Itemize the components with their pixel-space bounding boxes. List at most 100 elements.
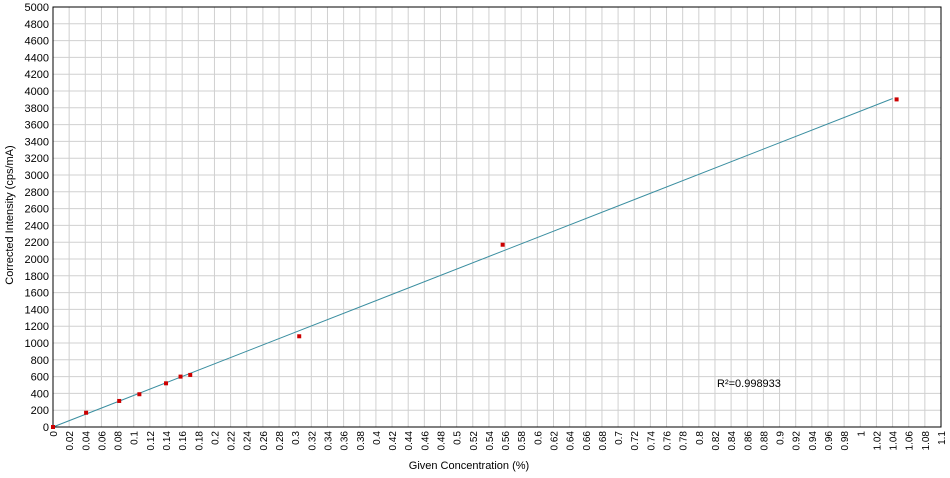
trendline bbox=[52, 98, 893, 428]
x-axis-label: Given Concentration (%) bbox=[409, 460, 529, 472]
y-tick-label: 2000 bbox=[25, 254, 49, 266]
x-tick-label: 0.64 bbox=[566, 431, 577, 451]
y-tick-label: 800 bbox=[31, 355, 49, 367]
x-tick-label: 1.04 bbox=[889, 431, 900, 451]
data-point bbox=[297, 334, 302, 339]
x-tick-label: 0.98 bbox=[840, 431, 851, 451]
x-tick-label: 0.84 bbox=[727, 431, 738, 451]
x-tick-label: 0.4 bbox=[372, 431, 383, 445]
x-tick-label: 1.1 bbox=[937, 431, 948, 445]
x-tick-label: 0.62 bbox=[550, 431, 561, 451]
y-axis-label: Corrected Intensity (cps/mA) bbox=[4, 145, 16, 284]
y-tick-label: 3000 bbox=[25, 170, 49, 182]
x-tick-label: 0.34 bbox=[323, 431, 334, 451]
x-tick-label: 0.46 bbox=[420, 431, 431, 451]
x-tick-label: 0.3 bbox=[291, 431, 302, 445]
x-tick-label: 0.52 bbox=[469, 431, 480, 451]
y-tick-label: 4200 bbox=[25, 69, 49, 81]
x-tick-label: 0.44 bbox=[404, 431, 415, 451]
gridlines bbox=[52, 6, 942, 428]
x-tick-label: 0.92 bbox=[792, 431, 803, 451]
x-tick-label: 0.24 bbox=[243, 431, 254, 451]
x-tick-label: 0.76 bbox=[663, 431, 674, 451]
x-tick-label: 0.06 bbox=[97, 431, 108, 451]
data-point bbox=[51, 425, 55, 429]
x-tick-label: 0.32 bbox=[307, 431, 318, 451]
data-point bbox=[500, 242, 505, 247]
x-tick-label: 0.2 bbox=[210, 431, 221, 445]
x-tick-label: 0.08 bbox=[114, 431, 125, 451]
x-tick-label: 0.28 bbox=[275, 431, 286, 451]
x-tick-label: 0.16 bbox=[178, 431, 189, 451]
y-tick-label: 0 bbox=[43, 422, 49, 434]
x-tick-label: 0.82 bbox=[711, 431, 722, 451]
x-tick-label: 0.56 bbox=[501, 431, 512, 451]
y-tick-label: 1600 bbox=[25, 288, 49, 300]
y-tick-label: 3200 bbox=[25, 153, 49, 165]
y-tick-label: 3800 bbox=[25, 103, 49, 115]
y-tick-label: 4000 bbox=[25, 86, 49, 98]
data-point bbox=[137, 392, 142, 397]
x-tick-label: 0.26 bbox=[259, 431, 270, 451]
y-tick-label: 2800 bbox=[25, 187, 49, 199]
y-tick-label: 4400 bbox=[25, 52, 49, 64]
x-tick-label: 1.06 bbox=[905, 431, 916, 451]
x-tick-label: 0.02 bbox=[65, 431, 76, 451]
x-tick-label: 0.38 bbox=[356, 431, 367, 451]
y-tick-label: 1200 bbox=[25, 321, 49, 333]
x-tick-label: 0.48 bbox=[436, 431, 447, 451]
x-tick-label: 0.54 bbox=[485, 431, 496, 451]
x-tick-label: 0.22 bbox=[227, 431, 238, 451]
y-tick-label: 3600 bbox=[25, 120, 49, 132]
data-point bbox=[188, 372, 193, 377]
y-tick-label: 2400 bbox=[25, 220, 49, 232]
x-tick-label: 0.1 bbox=[130, 431, 141, 445]
y-tick-label: 5000 bbox=[25, 2, 49, 14]
x-tick-label: 0.18 bbox=[194, 431, 205, 451]
x-tick-label: 0.8 bbox=[695, 431, 706, 445]
data-points bbox=[51, 97, 899, 429]
x-tick-label: 1 bbox=[856, 431, 867, 437]
data-point bbox=[117, 398, 122, 403]
x-tick-label: 0.9 bbox=[776, 431, 787, 445]
x-tick-label: 0.94 bbox=[808, 431, 819, 451]
y-tick-label: 4600 bbox=[25, 36, 49, 48]
x-tick-label: 0.36 bbox=[340, 431, 351, 451]
x-tick-label: 0.42 bbox=[388, 431, 399, 451]
x-tick-label: 1.08 bbox=[921, 431, 932, 451]
x-tick-label: 0.5 bbox=[453, 431, 464, 445]
x-tick-label: 0.58 bbox=[517, 431, 528, 451]
x-tick-label: 0.04 bbox=[81, 431, 92, 451]
x-tick-label: 1.02 bbox=[872, 431, 883, 451]
y-tick-label: 4800 bbox=[25, 19, 49, 31]
data-point bbox=[178, 374, 183, 379]
x-tick-label: 0.96 bbox=[824, 431, 835, 451]
x-tick-label: 0.12 bbox=[146, 431, 157, 451]
y-tick-label: 1800 bbox=[25, 271, 49, 283]
x-tick-label: 0.86 bbox=[743, 431, 754, 451]
y-tick-label: 2600 bbox=[25, 204, 49, 216]
x-tick-label: 0.66 bbox=[582, 431, 593, 451]
y-tick-label: 1000 bbox=[25, 338, 49, 350]
y-tick-label: 2200 bbox=[25, 237, 49, 249]
data-point bbox=[894, 97, 899, 102]
x-tick-label: 0.68 bbox=[598, 431, 609, 451]
x-tick-label: 0.74 bbox=[646, 431, 657, 451]
plot-area bbox=[52, 6, 942, 428]
y-axis-ticks: 0 200 400 600 800 1000 1200 1400 1600 1800 2000 220… bbox=[25, 2, 49, 434]
x-tick-label: 0.88 bbox=[759, 431, 770, 451]
x-tick-label: 0.78 bbox=[679, 431, 690, 451]
y-tick-label: 200 bbox=[31, 405, 49, 417]
x-tick-label: 0.14 bbox=[162, 431, 173, 451]
x-tick-label: 0.6 bbox=[533, 431, 544, 445]
data-point bbox=[164, 381, 169, 386]
data-point bbox=[84, 410, 89, 415]
x-axis-ticks: 0 0.02 0.04 0.06 0.08 0.1 0.12 0.14 0.16 0.18 0.2 0… bbox=[49, 431, 948, 451]
x-tick-label: 0.7 bbox=[614, 431, 625, 445]
x-tick-label: 0.72 bbox=[630, 431, 641, 451]
y-tick-label: 600 bbox=[31, 372, 49, 384]
x-tick-label: 0 bbox=[49, 431, 60, 437]
y-tick-label: 400 bbox=[31, 388, 49, 400]
